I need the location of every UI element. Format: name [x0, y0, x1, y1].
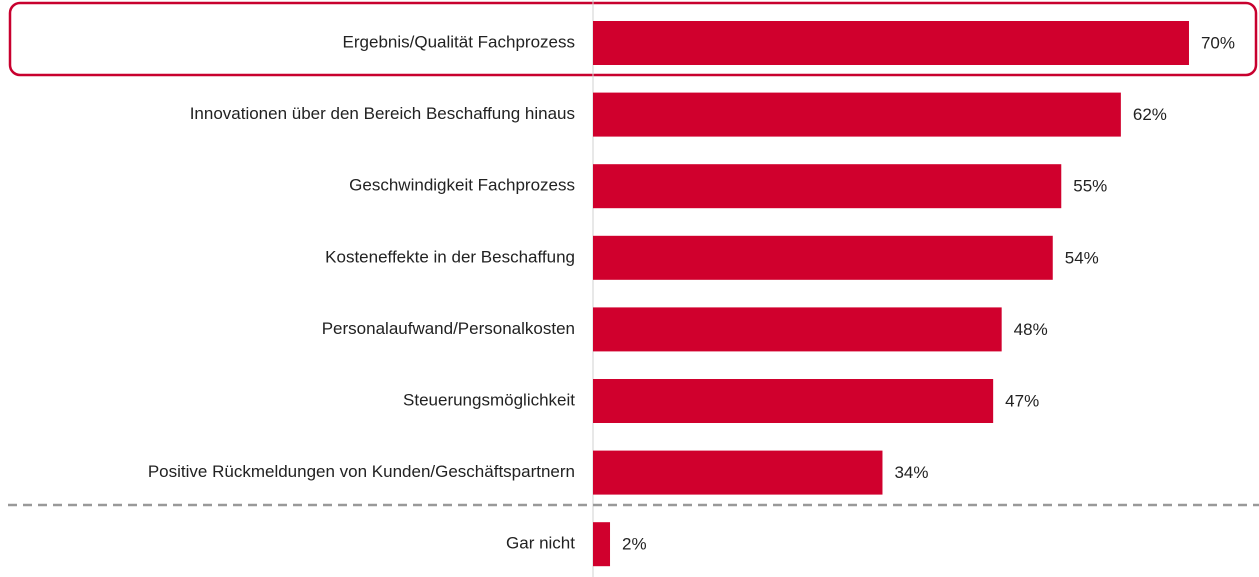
bar	[593, 522, 611, 567]
category-label: Personalaufwand/Personalkosten	[322, 319, 575, 338]
category-label: Ergebnis/Qualität Fachprozess	[343, 32, 575, 51]
bar	[593, 235, 1053, 280]
value-label: 54%	[1065, 248, 1099, 267]
category-label: Gar nicht	[506, 534, 575, 553]
bar	[593, 164, 1062, 209]
bar	[593, 92, 1121, 137]
value-label: 48%	[1014, 320, 1048, 339]
value-label: 62%	[1133, 105, 1167, 124]
bar	[593, 450, 883, 495]
category-label: Innovationen über den Bereich Beschaffun…	[190, 104, 575, 123]
value-label: 70%	[1201, 33, 1235, 52]
category-label: Positive Rückmeldungen von Kunden/Geschä…	[148, 462, 575, 481]
value-label: 2%	[622, 535, 647, 554]
value-label: 47%	[1005, 391, 1039, 410]
category-label: Geschwindigkeit Fachprozess	[349, 176, 575, 195]
value-label: 55%	[1073, 177, 1107, 196]
category-label: Steuerungsmöglichkeit	[403, 390, 575, 409]
category-label: Kosteneffekte in der Beschaffung	[325, 247, 575, 266]
bar	[593, 307, 1002, 352]
bar	[593, 379, 994, 423]
highlight-box	[8, 1, 1258, 77]
bar	[593, 21, 1189, 65]
value-label: 34%	[894, 463, 928, 482]
